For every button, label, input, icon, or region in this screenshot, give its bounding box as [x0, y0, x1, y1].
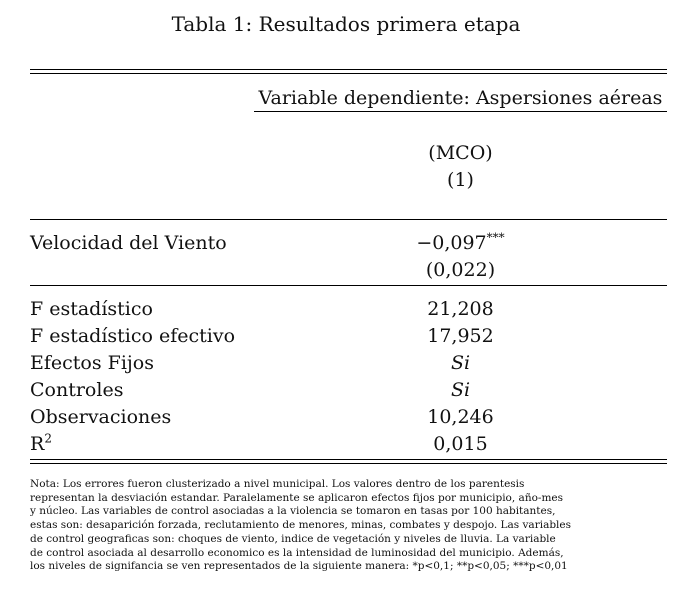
stat-value-f: 21,208 — [427, 298, 494, 320]
coefficient-std-error: (0,022) — [425, 259, 496, 281]
stat-label-f: F estadístico — [30, 298, 153, 320]
stat-label-efectos-fijos: Efectos Fijos — [30, 352, 154, 374]
coefficient-estimate: −0,097*** — [254, 232, 667, 254]
stat-label-f-efectivo: F estadístico efectivo — [30, 325, 236, 347]
note-line: los niveles de signifancia se ven repres… — [30, 560, 568, 573]
stat-value-f-efectivo: 17,952 — [427, 325, 494, 347]
table-note: Nota: Los errores fueron clusterizado a … — [30, 478, 660, 574]
note-line: y núcleo. Las variables de control asoci… — [30, 505, 556, 518]
header-underline — [254, 111, 667, 112]
stat-value-controles: Si — [450, 379, 471, 401]
r2-letter: R — [30, 433, 45, 455]
header-bottom-rule — [30, 219, 667, 220]
note-line: representan la desviación estandar. Para… — [30, 491, 564, 504]
stat-label-controles: Controles — [30, 379, 124, 401]
table-title: Tabla 1: Resultados primera etapa — [171, 12, 521, 36]
stat-label-r2: R2 — [30, 433, 52, 455]
dependent-variable-header: Variable dependiente: Aspersiones aéreas — [258, 87, 663, 109]
significance-stars: *** — [486, 230, 505, 245]
note-line: de control geograficas son: choques de v… — [30, 532, 556, 545]
stat-value-efectos-fijos: Si — [450, 352, 471, 374]
bottom-rule — [30, 459, 667, 460]
coefficient-value: −0,097 — [416, 232, 487, 254]
note-line: estas son: desaparición forzada, recluta… — [30, 519, 572, 532]
stat-value-r2: 0,015 — [433, 433, 488, 455]
note-line: de control asociada al desarrollo econom… — [30, 546, 564, 559]
top-rule-inner — [30, 73, 667, 74]
column-number: (1) — [447, 169, 474, 191]
coefficient-label: Velocidad del Viento — [30, 232, 227, 254]
stat-value-observaciones: 10,246 — [427, 406, 494, 428]
stat-label-observaciones: Observaciones — [30, 406, 172, 428]
top-rule — [30, 69, 667, 70]
note-line: Nota: Los errores fueron clusterizado a … — [30, 478, 525, 490]
r2-superscript: 2 — [44, 431, 52, 446]
bottom-rule-inner — [30, 463, 667, 464]
method-label: (MCO) — [428, 142, 493, 164]
body-rule — [30, 285, 667, 286]
